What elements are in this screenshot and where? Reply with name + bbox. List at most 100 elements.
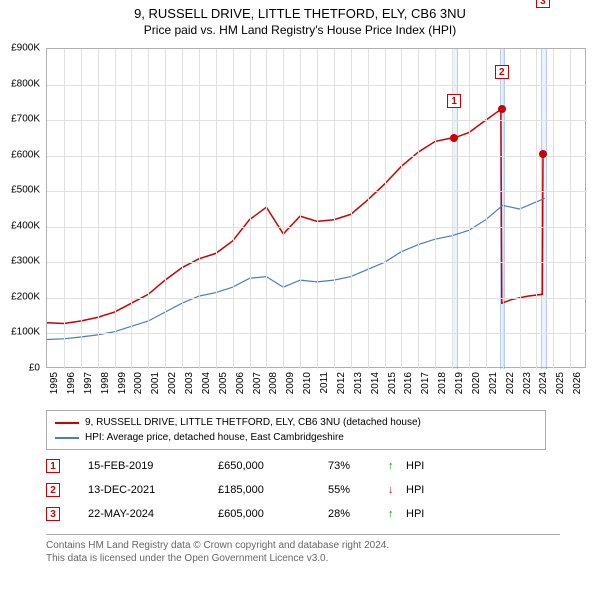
event-suffix-2: HPI xyxy=(406,484,424,496)
y-tick-label: £900K xyxy=(11,43,40,54)
event-marker-1: 1 xyxy=(46,459,60,473)
y-tick-label: £800K xyxy=(11,78,40,89)
gridline-v xyxy=(148,49,149,369)
x-tick-label: 2022 xyxy=(505,372,516,394)
gridline-v xyxy=(182,49,183,369)
arrow-down-icon: ↓ xyxy=(388,484,402,496)
gridline-v xyxy=(553,49,554,369)
event-dot xyxy=(498,105,506,113)
gridline-v xyxy=(233,49,234,369)
event-date-2: 13-DEC-2021 xyxy=(88,484,218,496)
x-tick-label: 2003 xyxy=(184,372,195,394)
legend-swatch-property xyxy=(55,422,79,424)
gridline-v xyxy=(165,49,166,369)
x-tick-label: 2009 xyxy=(285,372,296,394)
event-pct-2: 55% xyxy=(328,484,388,496)
y-tick-label: £0 xyxy=(29,363,40,374)
gridline-v xyxy=(98,49,99,369)
gridline-v xyxy=(435,49,436,369)
x-tick-label: 2025 xyxy=(555,372,566,394)
gridline-v xyxy=(520,49,521,369)
x-tick-label: 1996 xyxy=(66,372,77,394)
gridline-v xyxy=(368,49,369,369)
footer-line1: Contains HM Land Registry data © Crown c… xyxy=(46,539,560,552)
x-tick-label: 2026 xyxy=(572,372,583,394)
gridline-v xyxy=(570,49,571,369)
y-tick-label: £400K xyxy=(11,220,40,231)
x-tick-label: 2016 xyxy=(403,372,414,394)
x-tick-label: 2021 xyxy=(488,372,499,394)
event-price-3: £605,000 xyxy=(218,508,328,520)
arrow-up-icon: ↑ xyxy=(388,460,402,472)
events-table: 1 15-FEB-2019 £650,000 73% ↑ HPI 2 13-DE… xyxy=(46,454,424,526)
gridline-v xyxy=(266,49,267,369)
event-label-box: 2 xyxy=(495,65,509,79)
y-tick-label: £600K xyxy=(11,149,40,160)
x-tick-label: 2024 xyxy=(538,372,549,394)
legend-swatch-hpi xyxy=(55,437,79,439)
event-label-box: 1 xyxy=(447,94,461,108)
y-tick-label: £200K xyxy=(11,291,40,302)
gridline-v xyxy=(300,49,301,369)
chart-title: 9, RUSSELL DRIVE, LITTLE THETFORD, ELY, … xyxy=(0,0,600,38)
event-marker-3: 3 xyxy=(46,507,60,521)
event-pct-3: 28% xyxy=(328,508,388,520)
title-line1: 9, RUSSELL DRIVE, LITTLE THETFORD, ELY, … xyxy=(0,6,600,23)
y-tick-label: £500K xyxy=(11,185,40,196)
plot-area: 123 xyxy=(46,48,586,368)
x-tick-label: 1999 xyxy=(117,372,128,394)
gridline-v xyxy=(81,49,82,369)
gridline-v xyxy=(351,49,352,369)
x-tick-label: 2019 xyxy=(454,372,465,394)
gridline-v xyxy=(317,49,318,369)
x-tick-label: 2020 xyxy=(471,372,482,394)
x-tick-label: 2011 xyxy=(319,372,330,394)
event-dot xyxy=(539,150,547,158)
legend-label-hpi: HPI: Average price, detached house, East… xyxy=(85,432,344,443)
gridline-v xyxy=(469,49,470,369)
event-price-1: £650,000 xyxy=(218,460,328,472)
legend-label-property: 9, RUSSELL DRIVE, LITTLE THETFORD, ELY, … xyxy=(85,417,421,428)
gridline-v xyxy=(115,49,116,369)
gridline-v xyxy=(418,49,419,369)
x-tick-label: 2014 xyxy=(370,372,381,394)
legend-row-hpi: HPI: Average price, detached house, East… xyxy=(55,430,537,445)
x-tick-label: 2005 xyxy=(218,372,229,394)
legend: 9, RUSSELL DRIVE, LITTLE THETFORD, ELY, … xyxy=(46,410,546,450)
event-date-1: 15-FEB-2019 xyxy=(88,460,218,472)
x-tick-label: 2001 xyxy=(150,372,161,394)
gridline-v xyxy=(283,49,284,369)
footer-line2: This data is licensed under the Open Gov… xyxy=(46,552,560,565)
x-tick-label: 2010 xyxy=(302,372,313,394)
gridline-v xyxy=(486,49,487,369)
x-tick-label: 1995 xyxy=(49,372,60,394)
gridline-v xyxy=(401,49,402,369)
gridline-v xyxy=(131,49,132,369)
y-tick-label: £700K xyxy=(11,114,40,125)
event-row-2: 2 13-DEC-2021 £185,000 55% ↓ HPI xyxy=(46,478,424,502)
event-suffix-3: HPI xyxy=(406,508,424,520)
x-tick-label: 2007 xyxy=(252,372,263,394)
chart-container: 9, RUSSELL DRIVE, LITTLE THETFORD, ELY, … xyxy=(0,0,600,590)
chart-area: 123 £0£100K£200K£300K£400K£500K£600K£700… xyxy=(46,48,586,368)
x-tick-label: 2013 xyxy=(353,372,364,394)
x-tick-label: 2015 xyxy=(387,372,398,394)
x-tick-label: 2012 xyxy=(336,372,347,394)
footer: Contains HM Land Registry data © Crown c… xyxy=(46,534,560,565)
x-tick-label: 2018 xyxy=(437,372,448,394)
y-tick-label: £100K xyxy=(11,327,40,338)
gridline-v xyxy=(250,49,251,369)
x-tick-label: 2008 xyxy=(268,372,279,394)
event-marker-2: 2 xyxy=(46,483,60,497)
event-row-1: 1 15-FEB-2019 £650,000 73% ↑ HPI xyxy=(46,454,424,478)
gridline-v xyxy=(334,49,335,369)
event-pct-1: 73% xyxy=(328,460,388,472)
x-tick-label: 2023 xyxy=(522,372,533,394)
event-suffix-1: HPI xyxy=(406,460,424,472)
x-tick-label: 2004 xyxy=(201,372,212,394)
gridline-v xyxy=(64,49,65,369)
gridline-v xyxy=(385,49,386,369)
event-row-3: 3 22-MAY-2024 £605,000 28% ↑ HPI xyxy=(46,502,424,526)
event-dot xyxy=(450,134,458,142)
event-price-2: £185,000 xyxy=(218,484,328,496)
